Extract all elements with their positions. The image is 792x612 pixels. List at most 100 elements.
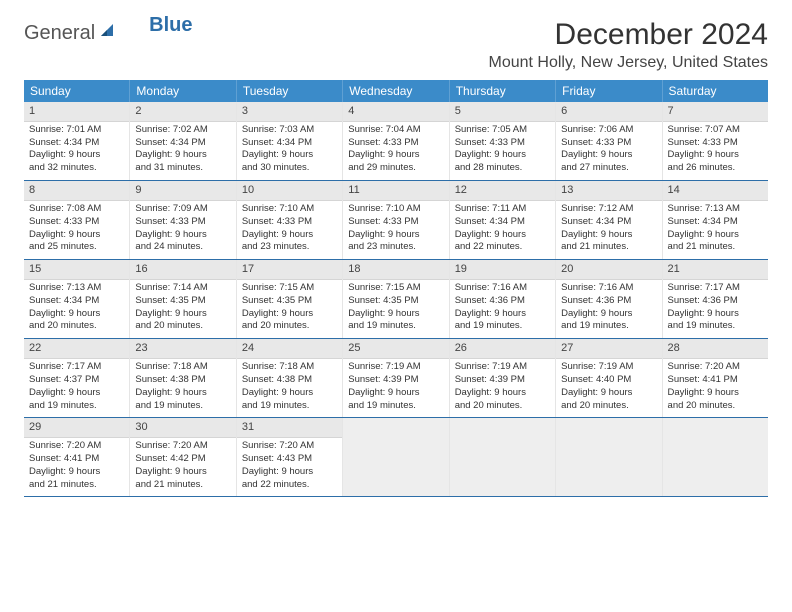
day-sunrise: Sunrise: 7:13 AM — [29, 282, 124, 295]
day-daylight1: Daylight: 9 hours — [668, 149, 763, 162]
day-daylight1: Daylight: 9 hours — [455, 229, 550, 242]
week-row: 29Sunrise: 7:20 AMSunset: 4:41 PMDayligh… — [24, 418, 768, 497]
day-sunrise: Sunrise: 7:13 AM — [668, 203, 763, 216]
day-daylight1: Daylight: 9 hours — [29, 149, 124, 162]
day-daylight1: Daylight: 9 hours — [242, 466, 337, 479]
day-cell: 10Sunrise: 7:10 AMSunset: 4:33 PMDayligh… — [237, 181, 343, 259]
day-sunrise: Sunrise: 7:16 AM — [455, 282, 550, 295]
day-sunrise: Sunrise: 7:15 AM — [348, 282, 443, 295]
day-daylight2: and 25 minutes. — [29, 241, 124, 254]
day-daylight1: Daylight: 9 hours — [455, 308, 550, 321]
day-daylight1: Daylight: 9 hours — [455, 387, 550, 400]
day-daylight2: and 21 minutes. — [135, 479, 230, 492]
day-cell: 18Sunrise: 7:15 AMSunset: 4:35 PMDayligh… — [343, 260, 449, 338]
day-daylight2: and 30 minutes. — [242, 162, 337, 175]
location-text: Mount Holly, New Jersey, United States — [488, 54, 768, 72]
week-row: 8Sunrise: 7:08 AMSunset: 4:33 PMDaylight… — [24, 181, 768, 260]
day-daylight2: and 19 minutes. — [348, 400, 443, 413]
day-daylight2: and 20 minutes. — [561, 400, 656, 413]
date-number: 17 — [237, 260, 342, 280]
day-sunrise: Sunrise: 7:20 AM — [29, 440, 124, 453]
day-sunset: Sunset: 4:38 PM — [135, 374, 230, 387]
day-sunset: Sunset: 4:42 PM — [135, 453, 230, 466]
day-sunset: Sunset: 4:33 PM — [561, 137, 656, 150]
day-sunset: Sunset: 4:34 PM — [242, 137, 337, 150]
day-sunset: Sunset: 4:36 PM — [668, 295, 763, 308]
day-daylight2: and 22 minutes. — [242, 479, 337, 492]
day-daylight2: and 20 minutes. — [242, 320, 337, 333]
day-daylight2: and 23 minutes. — [348, 241, 443, 254]
date-number: 2 — [130, 102, 235, 122]
logo: General Blue — [24, 18, 193, 45]
day-sunset: Sunset: 4:41 PM — [29, 453, 124, 466]
day-sunrise: Sunrise: 7:09 AM — [135, 203, 230, 216]
day-sunset: Sunset: 4:38 PM — [242, 374, 337, 387]
day-daylight1: Daylight: 9 hours — [135, 229, 230, 242]
calendar: SundayMondayTuesdayWednesdayThursdayFrid… — [24, 80, 768, 497]
day-cell-empty — [343, 418, 449, 496]
day-sunset: Sunset: 4:33 PM — [348, 137, 443, 150]
day-daylight1: Daylight: 9 hours — [668, 387, 763, 400]
day-cell: 13Sunrise: 7:12 AMSunset: 4:34 PMDayligh… — [556, 181, 662, 259]
day-daylight2: and 29 minutes. — [348, 162, 443, 175]
day-sunset: Sunset: 4:34 PM — [29, 295, 124, 308]
day-sunrise: Sunrise: 7:20 AM — [135, 440, 230, 453]
day-sunset: Sunset: 4:43 PM — [242, 453, 337, 466]
day-sunset: Sunset: 4:33 PM — [348, 216, 443, 229]
logo-sail-icon — [99, 22, 117, 45]
day-daylight2: and 19 minutes. — [29, 400, 124, 413]
day-sunset: Sunset: 4:40 PM — [561, 374, 656, 387]
date-number: 15 — [24, 260, 129, 280]
day-sunrise: Sunrise: 7:07 AM — [668, 124, 763, 137]
date-number: 10 — [237, 181, 342, 201]
day-daylight2: and 21 minutes. — [668, 241, 763, 254]
day-header-friday: Friday — [556, 80, 662, 102]
header: General Blue December 2024 Mount Holly, … — [24, 18, 768, 72]
day-sunrise: Sunrise: 7:05 AM — [455, 124, 550, 137]
date-number: 1 — [24, 102, 129, 122]
day-daylight1: Daylight: 9 hours — [135, 387, 230, 400]
date-number: 8 — [24, 181, 129, 201]
day-sunset: Sunset: 4:33 PM — [29, 216, 124, 229]
week-row: 1Sunrise: 7:01 AMSunset: 4:34 PMDaylight… — [24, 102, 768, 181]
week-row: 22Sunrise: 7:17 AMSunset: 4:37 PMDayligh… — [24, 339, 768, 418]
day-daylight1: Daylight: 9 hours — [242, 308, 337, 321]
day-sunrise: Sunrise: 7:19 AM — [561, 361, 656, 374]
day-daylight2: and 19 minutes. — [135, 400, 230, 413]
day-sunrise: Sunrise: 7:19 AM — [348, 361, 443, 374]
day-daylight1: Daylight: 9 hours — [135, 466, 230, 479]
day-sunrise: Sunrise: 7:16 AM — [561, 282, 656, 295]
day-cell: 22Sunrise: 7:17 AMSunset: 4:37 PMDayligh… — [24, 339, 130, 417]
day-cell: 4Sunrise: 7:04 AMSunset: 4:33 PMDaylight… — [343, 102, 449, 180]
day-daylight2: and 20 minutes. — [135, 320, 230, 333]
day-sunrise: Sunrise: 7:03 AM — [242, 124, 337, 137]
day-sunrise: Sunrise: 7:18 AM — [242, 361, 337, 374]
day-cell: 1Sunrise: 7:01 AMSunset: 4:34 PMDaylight… — [24, 102, 130, 180]
day-sunset: Sunset: 4:33 PM — [242, 216, 337, 229]
day-cell: 15Sunrise: 7:13 AMSunset: 4:34 PMDayligh… — [24, 260, 130, 338]
day-daylight2: and 20 minutes. — [668, 400, 763, 413]
date-number: 22 — [24, 339, 129, 359]
day-daylight1: Daylight: 9 hours — [348, 149, 443, 162]
day-daylight1: Daylight: 9 hours — [348, 308, 443, 321]
date-number: 3 — [237, 102, 342, 122]
day-sunset: Sunset: 4:34 PM — [668, 216, 763, 229]
day-cell: 25Sunrise: 7:19 AMSunset: 4:39 PMDayligh… — [343, 339, 449, 417]
day-daylight2: and 24 minutes. — [135, 241, 230, 254]
day-cell-empty — [556, 418, 662, 496]
day-sunrise: Sunrise: 7:01 AM — [29, 124, 124, 137]
day-sunrise: Sunrise: 7:17 AM — [668, 282, 763, 295]
day-daylight2: and 21 minutes. — [561, 241, 656, 254]
day-daylight1: Daylight: 9 hours — [135, 149, 230, 162]
day-daylight1: Daylight: 9 hours — [561, 308, 656, 321]
day-daylight1: Daylight: 9 hours — [668, 308, 763, 321]
day-cell: 3 Sunrise: 7:03 AMSunset: 4:34 PMDaylight… — [237, 102, 343, 180]
day-sunrise: Sunrise: 7:04 AM — [348, 124, 443, 137]
day-sunrise: Sunrise: 7:15 AM — [242, 282, 337, 295]
day-daylight1: Daylight: 9 hours — [242, 149, 337, 162]
day-daylight1: Daylight: 9 hours — [29, 466, 124, 479]
week-row: 15 Sunrise: 7:13 AMSunset: 4:34 PM Dayligh… — [24, 260, 768, 339]
day-daylight2: and 27 minutes. — [561, 162, 656, 175]
day-sunrise: Sunrise: 7:14 AM — [135, 282, 230, 295]
day-cell: 27Sunrise: 7:19 AMSunset: 4:40 PMDayligh… — [556, 339, 662, 417]
